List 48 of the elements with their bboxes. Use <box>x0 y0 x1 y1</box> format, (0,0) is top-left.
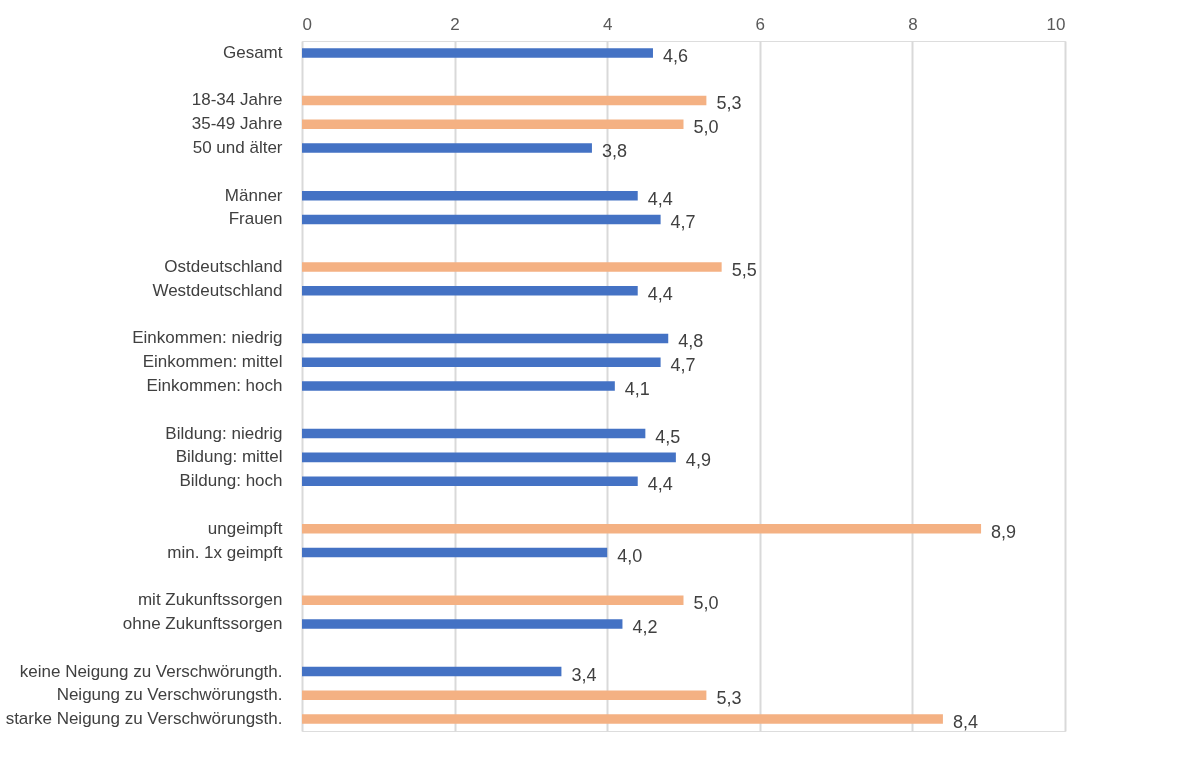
data-label: 4,1 <box>624 379 650 399</box>
y-tick-label: Einkommen: niedrig <box>132 328 283 348</box>
data-label: 4,9 <box>685 450 711 471</box>
y-tick-label: Einkommen: hoch <box>146 376 283 395</box>
y-tick-label: starke Neigung zu Verschwörungsth. <box>5 709 283 729</box>
y-tick-label: Einkommen: mittel <box>142 352 283 372</box>
y-tick-label: Westdeutschland <box>152 280 283 300</box>
data-label: 5,3 <box>716 688 742 709</box>
y-tick-label: 35-49 Jahre <box>191 114 283 134</box>
data-label: 4,0 <box>617 545 643 566</box>
x-tick-label: 8 <box>908 14 918 34</box>
x-tick-label: 10 <box>1046 14 1066 34</box>
y-tick-label: ohne Zukunftssorgen <box>122 613 283 633</box>
y-tick-label: Bildung: hoch <box>179 471 283 491</box>
y-tick-label: keine Neigung zu Verschwörungth. <box>19 661 283 681</box>
data-label: 8,4 <box>952 712 978 733</box>
y-tick-label: Bildung: niedrig <box>165 423 283 443</box>
data-label: 5,0 <box>693 593 719 614</box>
y-tick-label: mit Zukunftssorgen <box>137 590 283 610</box>
data-label: 4,2 <box>632 616 658 637</box>
data-label: 5,5 <box>731 260 757 281</box>
data-label: 8,9 <box>991 521 1017 542</box>
x-tick-label: 0 <box>302 14 312 34</box>
y-tick-label: 18-34 Jahre <box>191 90 283 110</box>
data-label: 4,4 <box>647 188 673 209</box>
data-label: 3,4 <box>571 664 597 685</box>
data-label: 4,7 <box>670 355 696 376</box>
data-label: 4,7 <box>670 212 696 233</box>
y-tick-label: Frauen <box>228 209 283 229</box>
y-tick-label: min. 1x geimpft <box>167 542 283 562</box>
data-label: 3,8 <box>601 141 627 162</box>
x-tick-label: 4 <box>602 14 613 34</box>
y-tick-label: 50 und älter <box>192 138 283 158</box>
y-tick-label: ungeimpft <box>207 518 283 538</box>
y-tick-label: Bildung: mittel <box>175 447 283 467</box>
data-label: 4,5 <box>655 426 681 447</box>
data-label: 4,4 <box>647 474 673 495</box>
data-label: 5,3 <box>716 93 742 114</box>
y-tick-label: Männer <box>224 185 283 205</box>
x-tick-label: 6 <box>755 14 766 34</box>
x-tick-label: 2 <box>450 14 460 34</box>
data-label: 4,6 <box>662 45 689 66</box>
data-label: 4,4 <box>647 283 673 304</box>
y-tick-label: Gesamt <box>222 42 283 62</box>
y-tick-label: Neigung zu Verschwörungsth. <box>56 685 283 705</box>
data-label: 5,0 <box>693 117 719 138</box>
y-tick-label: Ostdeutschland <box>164 257 283 277</box>
data-label: 4,8 <box>678 331 704 352</box>
